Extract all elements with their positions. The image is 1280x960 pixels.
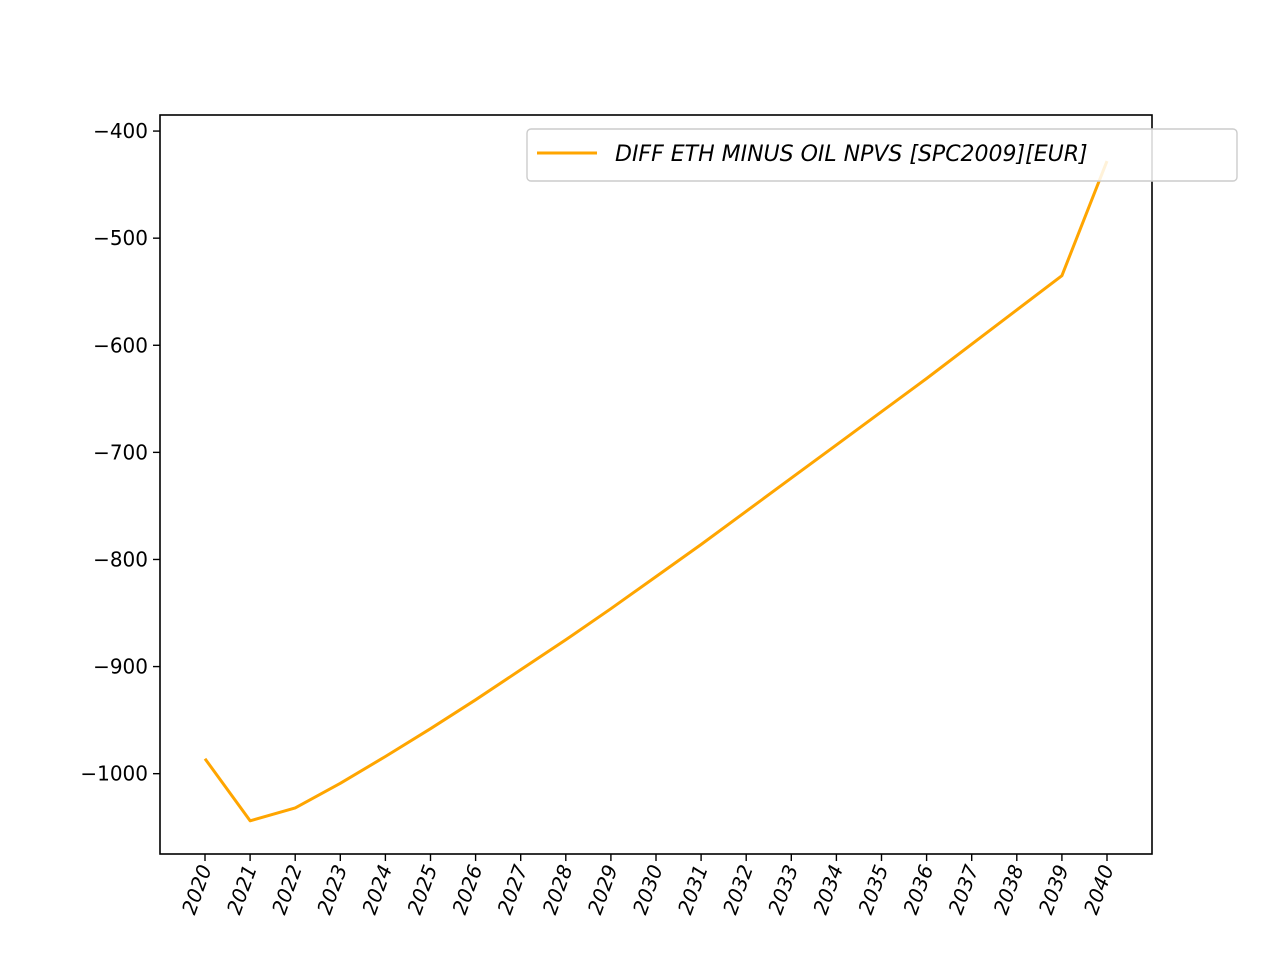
y-tick-label: −400 <box>93 119 148 143</box>
legend-box <box>526 128 1238 182</box>
y-tick-label: −500 <box>93 226 148 250</box>
legend-label: DIFF ETH MINUS OIL NPVS [SPC2009][EUR] <box>615 142 1088 167</box>
y-tick-label: −1000 <box>80 762 148 786</box>
legend: DIFF ETH MINUS OIL NPVS [SPC2009][EUR] <box>526 128 1238 182</box>
y-axis: −400 −500 −600 −700 −800 −900 −1000 <box>80 119 160 786</box>
plot-frame <box>159 114 1153 855</box>
y-tick-label: −600 <box>93 333 148 357</box>
y-tick-label: −700 <box>93 440 148 464</box>
plot-area <box>160 115 1152 854</box>
y-tick-label: −900 <box>93 655 148 679</box>
y-tick-label: −800 <box>93 547 148 571</box>
